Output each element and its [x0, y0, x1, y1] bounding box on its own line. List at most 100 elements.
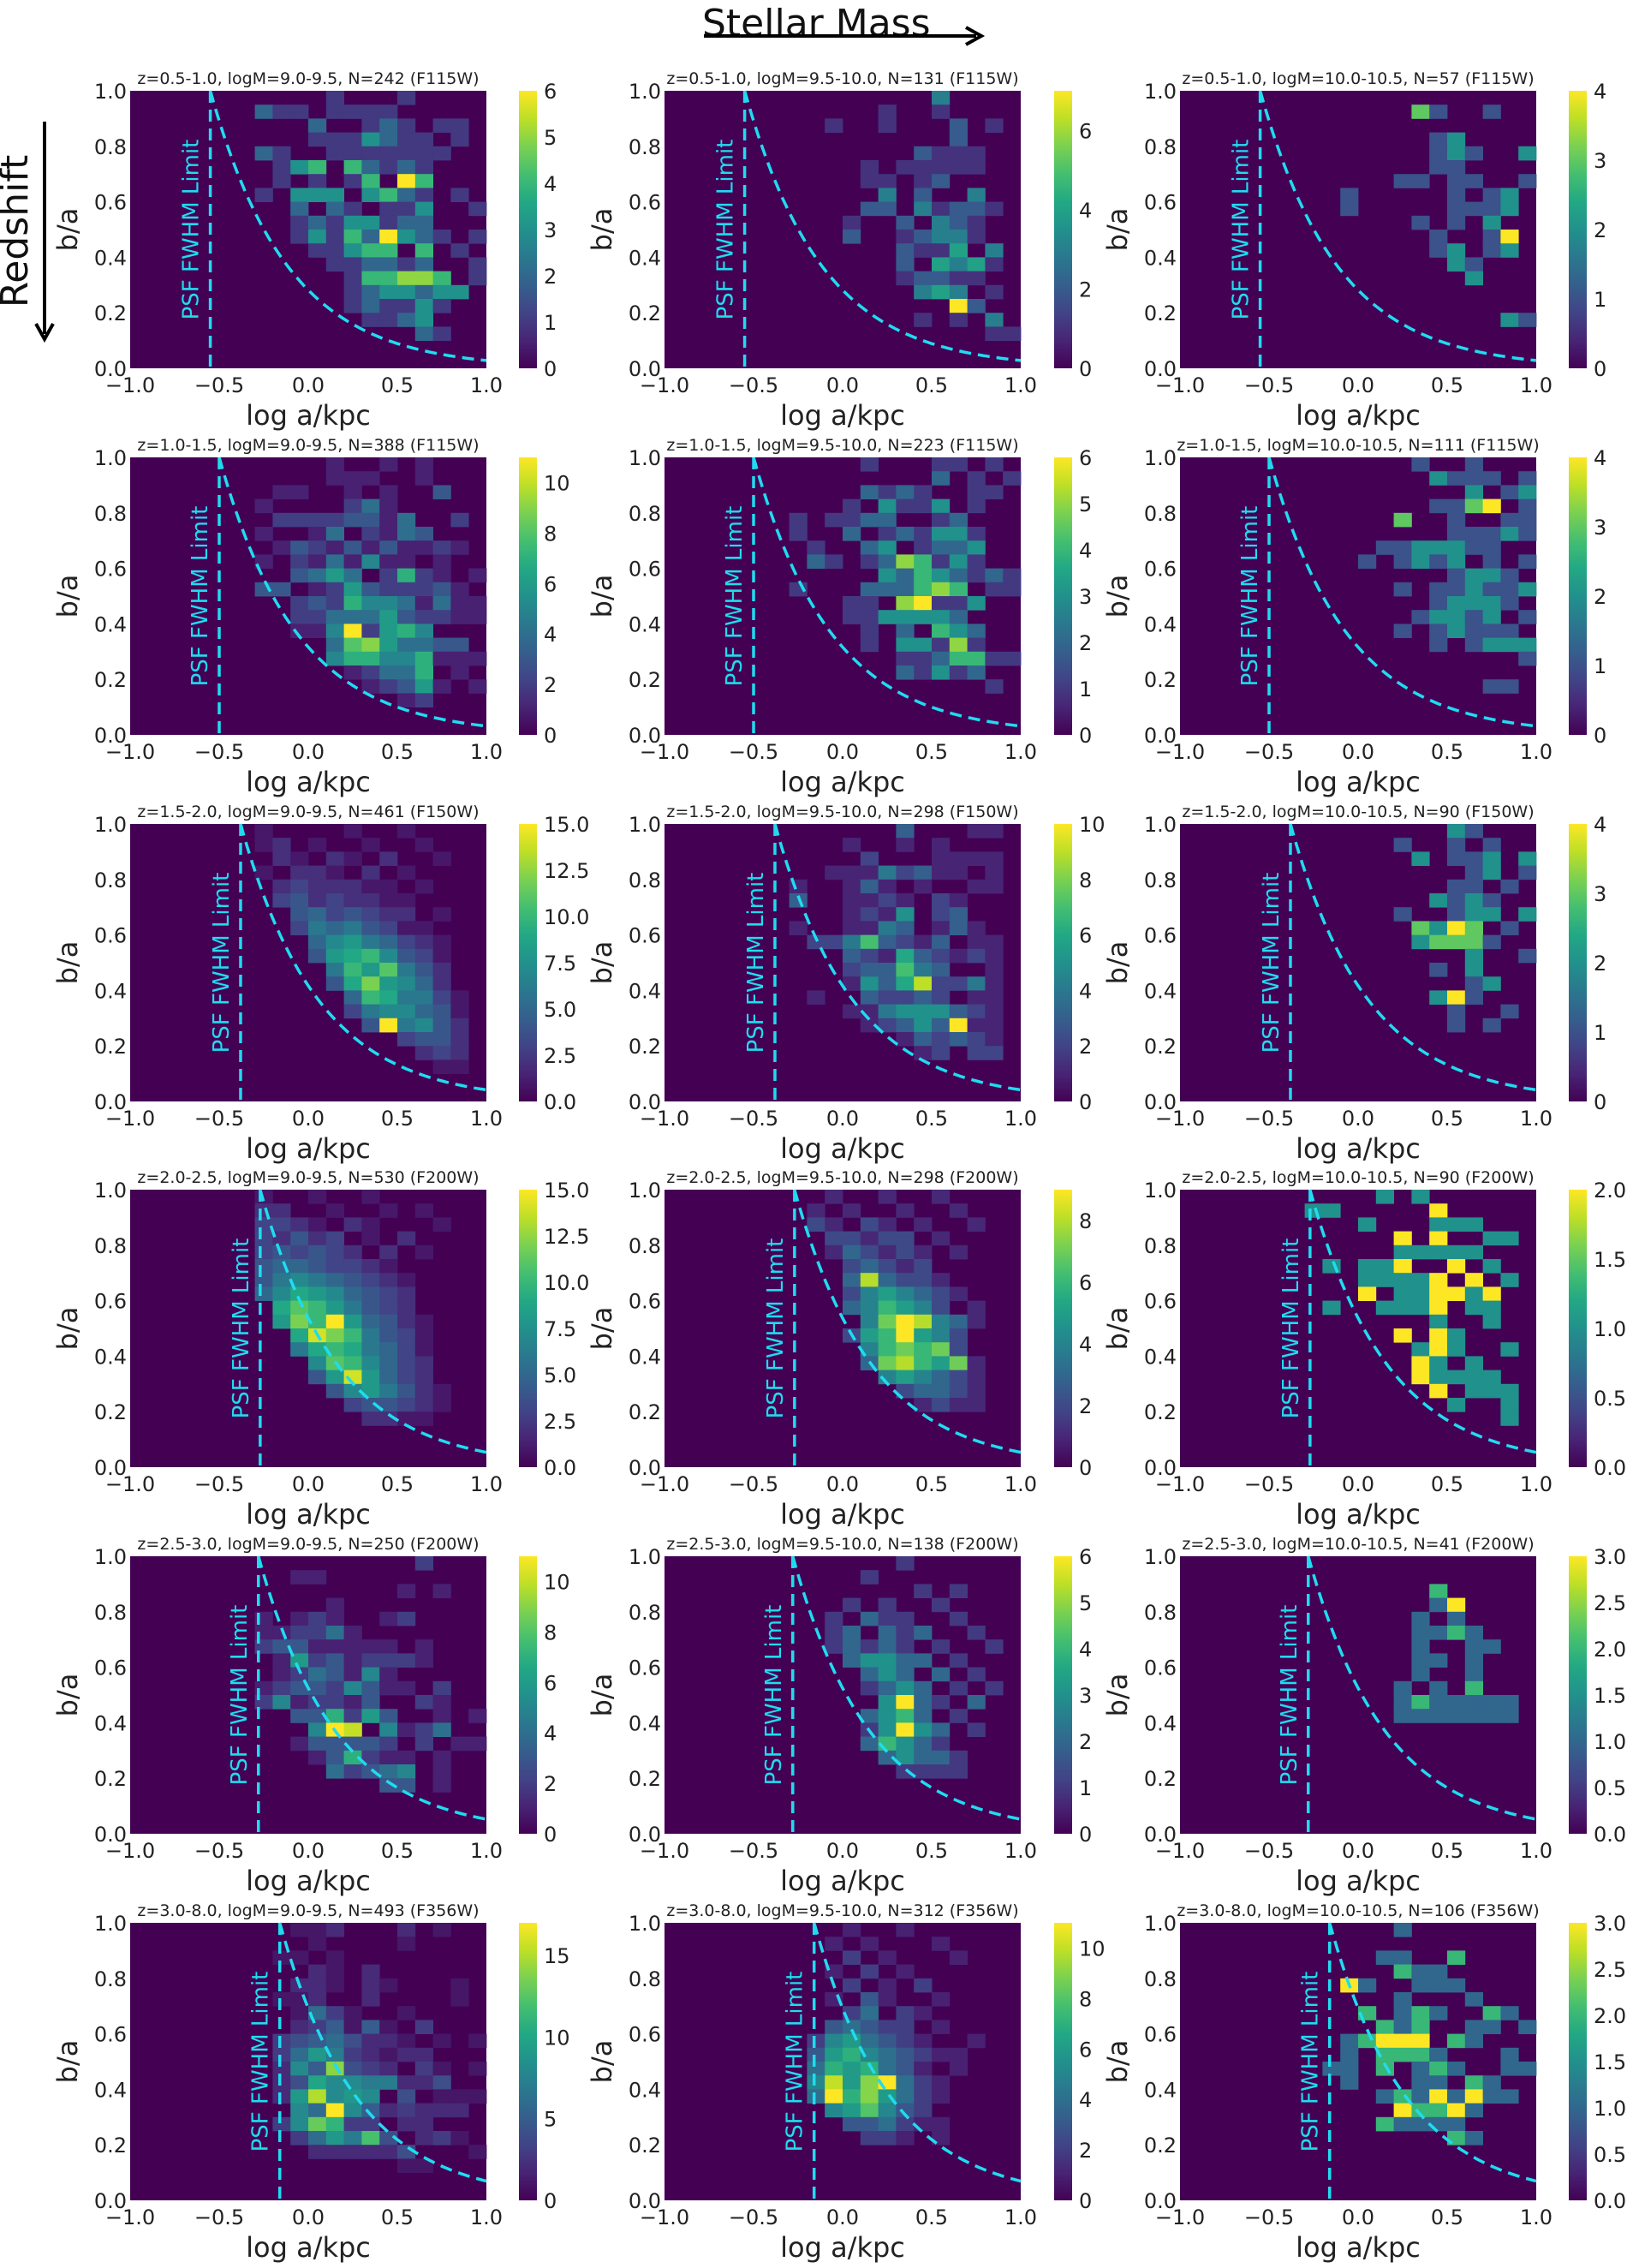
heatmap-cell	[896, 651, 915, 666]
colorbar	[1569, 824, 1587, 1101]
y-tick-label: 0.4	[1144, 1345, 1177, 1369]
heatmap-cell	[932, 471, 951, 486]
heatmap-cell	[414, 1203, 433, 1218]
colorbar-tick-label: 4	[1079, 979, 1092, 1003]
colorbar-tick-label: 8	[1079, 1987, 1092, 2011]
x-tick-label: 0.5	[915, 1107, 948, 1131]
heatmap-cell	[1375, 2020, 1394, 2034]
y-tick-label: 0.4	[1144, 2078, 1177, 2102]
heatmap-cell	[896, 976, 915, 991]
heatmap-cell	[308, 1722, 327, 1737]
heatmap-cell	[1393, 2047, 1412, 2062]
heatmap-cell	[308, 174, 327, 188]
heatmap-cell	[914, 2103, 933, 2118]
heatmap-cell	[308, 2020, 327, 2034]
heatmap-cell	[1500, 879, 1519, 894]
heatmap-cell	[325, 1764, 344, 1779]
heatmap-cell	[949, 313, 968, 327]
y-tick-label: 1.0	[629, 446, 661, 470]
heatmap-cell	[432, 2103, 451, 2118]
heatmap-cell	[843, 1597, 861, 1613]
heatmap-cell	[379, 624, 398, 638]
heatmap-cell	[1429, 2103, 1448, 2118]
heatmap-cell	[1482, 188, 1501, 202]
heatmap-cell	[949, 907, 968, 922]
heatmap-cell	[1340, 2047, 1359, 2062]
heatmap-cell	[450, 1736, 469, 1752]
heatmap-cell	[325, 2075, 344, 2090]
heatmap-cell	[272, 485, 291, 499]
heatmap-cell	[325, 907, 344, 922]
heatmap-cell	[414, 2131, 433, 2146]
heatmap-cell	[361, 1370, 380, 1385]
heatmap-cell	[949, 665, 968, 680]
heatmap-cell	[361, 1328, 380, 1343]
y-tick-label: 0.8	[1144, 1234, 1177, 1258]
heatmap-cell	[860, 1244, 879, 1260]
y-tick-label: 1.0	[94, 813, 127, 837]
heatmap-cell	[967, 976, 986, 991]
colorbar-tick-label: 0	[544, 2189, 557, 2213]
heatmap-cell	[807, 2089, 825, 2104]
heatmap-cell	[1447, 2033, 1466, 2049]
heatmap-cell	[1429, 1342, 1448, 1357]
heatmap-cell	[254, 1190, 273, 1204]
heatmap-cell	[1482, 893, 1501, 908]
heatmap-cell	[290, 1314, 309, 1329]
heatmap-cell	[860, 596, 879, 611]
heatmap-cell	[949, 1370, 968, 1385]
heatmap-cell	[914, 160, 933, 175]
heatmap-cell	[878, 1018, 897, 1033]
y-axis-label: b/a	[586, 2040, 618, 2084]
heatmap-cell	[967, 1383, 986, 1399]
heatmap-cell	[414, 284, 433, 300]
heatmap-cell	[361, 132, 380, 147]
heatmap-cell	[985, 679, 1004, 694]
heatmap-cell	[914, 1356, 933, 1370]
heatmap-cell	[914, 498, 933, 514]
heatmap-cell	[361, 879, 380, 894]
heatmap-cell	[343, 948, 362, 964]
heatmap-cell	[1429, 582, 1448, 597]
heatmap-cell	[361, 610, 380, 624]
heatmap-cell	[414, 1356, 433, 1370]
heatmap-cell	[932, 963, 951, 977]
heatmap-panel: z=1.0-1.5, logM=10.0-10.5, N=111 (F115W)…	[1101, 436, 1606, 798]
heatmap-cell	[1447, 1597, 1466, 1613]
heatmap-cell	[843, 963, 861, 977]
heatmap-cell	[361, 1736, 380, 1752]
y-tick-label: 0.8	[1144, 868, 1177, 892]
heatmap-cell	[878, 2116, 897, 2132]
heatmap-cell	[1447, 243, 1466, 258]
heatmap-cell	[1464, 1356, 1483, 1370]
colorbar-tick-label: 8	[1079, 868, 1092, 892]
heatmap-cell	[361, 1190, 380, 1204]
x-tick-label: −1.0	[1155, 1107, 1205, 1131]
heatmap-cell	[290, 1923, 309, 1937]
heatmap-cell	[932, 637, 951, 653]
heatmap-cell	[290, 1667, 309, 1682]
heatmap-cell	[414, 2020, 433, 2034]
heatmap-cell	[860, 160, 879, 175]
heatmap-cell	[254, 554, 273, 569]
heatmap-cell	[878, 201, 897, 217]
heatmap-cell	[1411, 1342, 1430, 1357]
heatmap-cell	[325, 1286, 344, 1301]
heatmap-cell	[414, 976, 433, 991]
x-tick-label: −1.0	[640, 2205, 689, 2229]
heatmap-cell	[361, 1273, 380, 1287]
heatmap-cell	[254, 838, 273, 852]
heatmap-cell	[290, 879, 309, 894]
heatmap-cell	[914, 568, 933, 583]
heatmap-cell	[1518, 498, 1537, 514]
x-axis-label: log a/kpc	[780, 2231, 905, 2264]
heatmap-cell	[414, 879, 433, 894]
heatmap-cell	[379, 257, 398, 272]
y-axis-label: b/a	[51, 1674, 84, 1717]
heatmap-cell	[914, 1680, 933, 1696]
x-tick-label: 0.5	[381, 740, 414, 764]
heatmap-cell	[967, 1018, 986, 1033]
heatmap-cell	[932, 907, 951, 922]
heatmap-cell	[1482, 934, 1501, 950]
x-tick-label: 1.0	[1520, 373, 1553, 397]
